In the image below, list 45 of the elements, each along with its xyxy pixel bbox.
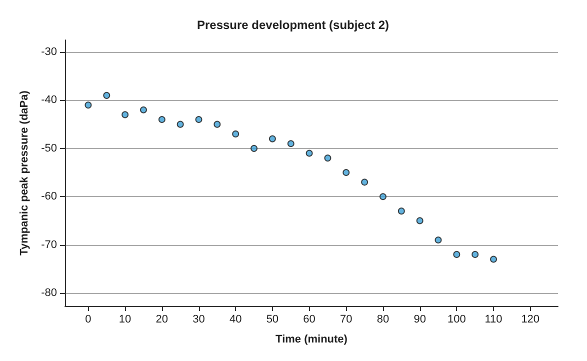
point: [176, 120, 184, 128]
point: [342, 169, 350, 176]
point: [306, 150, 313, 157]
x-tick-label: 40: [229, 314, 242, 326]
x-tick-label: 70: [340, 314, 352, 326]
x-tick-label: 110: [484, 314, 502, 326]
point: [361, 178, 368, 186]
x-axis-title: Time (minute): [276, 334, 348, 346]
point: [434, 236, 442, 244]
point: [232, 130, 240, 138]
point: [398, 208, 405, 215]
point: [379, 193, 386, 200]
x-tick-label: 120: [521, 314, 540, 326]
chart-title: Pressure development (subject 2): [196, 18, 390, 32]
x-tick-label: 90: [414, 314, 426, 326]
y-axis-title: Tympanic peak pressure (daPa): [18, 90, 31, 256]
x-tick-label: 10: [118, 314, 132, 326]
x-tick-label: 0: [85, 314, 92, 326]
y-tick-label: -80: [41, 286, 57, 299]
y-tick-label: -30: [41, 46, 57, 58]
x-tick-label: 20: [156, 314, 168, 326]
point: [195, 116, 202, 124]
y-tick-label: -40: [41, 94, 57, 106]
x-tick-label: 60: [303, 314, 316, 326]
x-tick-label: 50: [266, 314, 279, 326]
point: [287, 140, 294, 148]
point: [214, 120, 221, 128]
point: [140, 106, 147, 114]
point: [103, 92, 110, 99]
point: [268, 135, 276, 142]
point: [84, 102, 92, 109]
y-tick-label: -70: [41, 238, 57, 251]
x-tick-label: 80: [376, 314, 390, 326]
point: [250, 144, 258, 152]
x-tick-label: 30: [192, 314, 205, 326]
point: [453, 250, 460, 258]
y-tick-label: -50: [41, 142, 57, 154]
point: [472, 250, 479, 258]
point: [122, 111, 129, 118]
point: [324, 154, 332, 162]
point: [490, 256, 498, 263]
x-tick-label: 100: [447, 314, 466, 326]
point: [158, 116, 166, 124]
point: [416, 217, 424, 224]
y-tick-label: -60: [41, 190, 57, 203]
